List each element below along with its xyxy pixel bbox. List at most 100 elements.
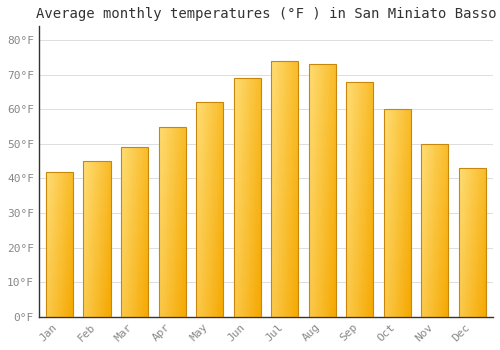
Bar: [196, 138, 223, 145]
Bar: [258, 78, 259, 317]
Bar: [131, 147, 132, 317]
Bar: [259, 78, 260, 317]
Bar: [196, 145, 223, 152]
Bar: [482, 168, 483, 317]
Bar: [196, 152, 223, 160]
Bar: [356, 82, 357, 317]
Bar: [121, 266, 148, 272]
Bar: [333, 64, 334, 317]
Bar: [459, 277, 486, 282]
Bar: [422, 288, 448, 294]
Bar: [205, 102, 206, 317]
Bar: [121, 153, 148, 159]
Bar: [162, 127, 163, 317]
Bar: [346, 90, 374, 97]
Bar: [480, 168, 481, 317]
Bar: [201, 102, 202, 317]
Bar: [346, 278, 374, 286]
Bar: [208, 102, 209, 317]
Bar: [169, 127, 170, 317]
Bar: [165, 127, 166, 317]
Bar: [290, 61, 291, 317]
Bar: [206, 102, 207, 317]
Bar: [234, 253, 260, 261]
Bar: [459, 262, 486, 267]
Bar: [271, 197, 298, 206]
Bar: [384, 220, 411, 227]
Bar: [346, 231, 374, 238]
Bar: [459, 228, 486, 232]
Bar: [271, 231, 298, 240]
Bar: [357, 82, 358, 317]
Bar: [271, 121, 298, 129]
Bar: [196, 110, 223, 117]
Bar: [361, 82, 362, 317]
Bar: [46, 181, 73, 186]
Bar: [308, 140, 336, 148]
Bar: [473, 168, 474, 317]
Bar: [158, 215, 186, 222]
Bar: [121, 187, 148, 192]
Bar: [218, 102, 219, 317]
Bar: [60, 172, 61, 317]
Bar: [53, 172, 54, 317]
Bar: [242, 78, 243, 317]
Bar: [472, 168, 473, 317]
Title: Average monthly temperatures (°F ) in San Miniato Basso: Average monthly temperatures (°F ) in Sa…: [36, 7, 496, 21]
Bar: [463, 168, 464, 317]
Bar: [46, 225, 73, 230]
Bar: [346, 136, 374, 144]
Bar: [234, 293, 260, 301]
Bar: [459, 178, 486, 183]
Bar: [359, 82, 360, 317]
Bar: [158, 266, 186, 272]
Bar: [346, 254, 374, 262]
Bar: [46, 293, 73, 297]
Bar: [146, 147, 147, 317]
Bar: [434, 144, 435, 317]
Bar: [308, 165, 336, 174]
Bar: [308, 308, 336, 317]
Bar: [158, 177, 186, 184]
Bar: [422, 248, 448, 253]
Bar: [234, 150, 260, 158]
Bar: [84, 239, 110, 244]
Bar: [135, 147, 136, 317]
Bar: [248, 78, 249, 317]
Bar: [392, 109, 393, 317]
Bar: [234, 221, 260, 229]
Bar: [279, 61, 280, 317]
Bar: [296, 61, 297, 317]
Bar: [459, 213, 486, 218]
Bar: [92, 161, 93, 317]
Bar: [271, 240, 298, 248]
Bar: [447, 144, 448, 317]
Bar: [139, 147, 140, 317]
Bar: [308, 250, 336, 258]
Bar: [271, 61, 272, 317]
Bar: [271, 78, 298, 86]
Bar: [121, 147, 122, 317]
Bar: [46, 196, 73, 201]
Bar: [215, 102, 216, 317]
Bar: [84, 208, 110, 213]
Bar: [459, 218, 486, 223]
Bar: [158, 260, 186, 266]
Bar: [84, 291, 110, 296]
Bar: [179, 127, 180, 317]
Bar: [46, 234, 73, 239]
Bar: [346, 176, 374, 183]
Bar: [271, 248, 298, 257]
Bar: [91, 161, 92, 317]
Bar: [63, 172, 64, 317]
Bar: [175, 127, 176, 317]
Bar: [241, 78, 242, 317]
Bar: [196, 102, 197, 317]
Bar: [330, 64, 331, 317]
Bar: [311, 64, 312, 317]
Bar: [130, 147, 131, 317]
Bar: [183, 127, 184, 317]
Bar: [247, 78, 248, 317]
Bar: [441, 144, 442, 317]
Bar: [346, 144, 374, 152]
